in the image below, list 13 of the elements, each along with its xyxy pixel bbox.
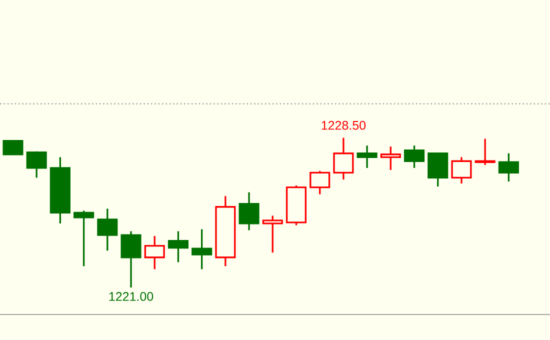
candlestick bbox=[97, 208, 118, 252]
candlestick bbox=[50, 156, 70, 224]
candlestick bbox=[238, 191, 260, 232]
candlestick bbox=[451, 156, 472, 184]
candlestick bbox=[356, 144, 378, 169]
annotation: 1221.00 bbox=[109, 292, 154, 301]
candlestick bbox=[333, 136, 354, 180]
candlestick bbox=[192, 228, 212, 270]
candlestick bbox=[120, 230, 142, 288]
candlestick bbox=[215, 195, 236, 268]
annotation: 1228.50 bbox=[322, 120, 366, 130]
candlestick bbox=[168, 230, 188, 264]
candlestick bbox=[144, 235, 165, 270]
